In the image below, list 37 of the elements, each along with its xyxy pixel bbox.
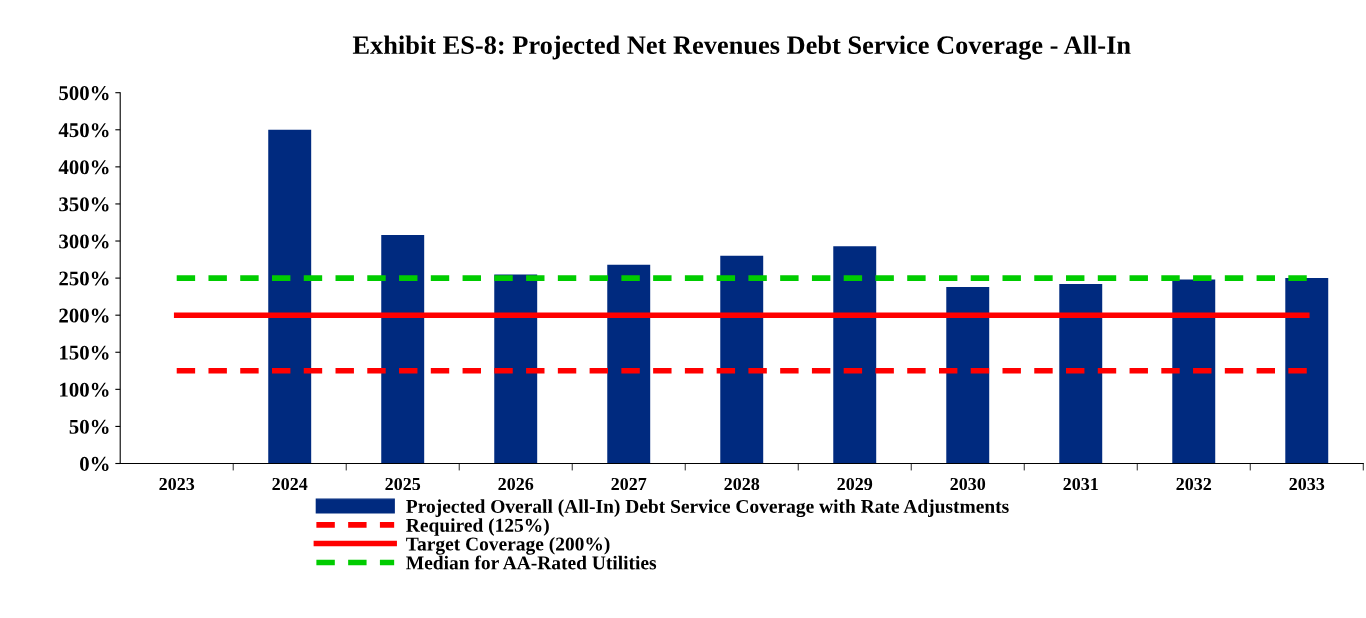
y-tick-label: 0%: [80, 456, 109, 471]
bar: [607, 264, 651, 464]
x-tick-label: 2029: [837, 477, 873, 491]
y-tick-label: 250%: [59, 271, 109, 286]
y-tick-label: 150%: [60, 345, 109, 360]
x-tick-label: 2030: [950, 477, 986, 491]
y-tick-label: 450%: [58, 123, 109, 138]
bar: [494, 274, 538, 464]
y-tick-label: 300%: [59, 234, 109, 249]
x-tick-label: 2031: [1063, 477, 1098, 491]
x-tick-label: 2028: [724, 477, 760, 491]
bar: [268, 129, 312, 464]
y-tick-label: 350%: [59, 197, 109, 212]
y-tick-label: 400%: [58, 160, 109, 175]
y-tick-label: 500%: [59, 86, 109, 101]
x-tick-label: 2023: [159, 477, 195, 491]
x-tick-label: 2032: [1176, 477, 1212, 491]
y-tick-label: 200%: [59, 308, 109, 323]
bar: [1285, 278, 1329, 464]
bar: [946, 287, 990, 464]
y-tick-label: 50%: [69, 419, 109, 434]
legend-label: Target Coverage (200%): [406, 536, 610, 555]
x-tick-label: 2025: [385, 477, 421, 491]
x-tick-label: 2024: [272, 477, 308, 491]
x-tick-label: 2033: [1289, 477, 1325, 491]
bar: [720, 255, 764, 464]
x-tick-label: 2026: [498, 477, 534, 491]
legend-label: Required (125%): [406, 518, 549, 536]
y-tick-label: 100%: [60, 382, 109, 397]
bar: [381, 235, 425, 464]
bar: [833, 246, 877, 464]
bar: [1059, 284, 1103, 464]
legend-label: Median for AA-Rated Utilities: [406, 555, 657, 570]
legend-label: Projected Overall (All-In) Debt Service Coverage with Rate Adjustments: [406, 499, 1009, 518]
bar: [1172, 279, 1216, 464]
x-tick-label: 2027: [611, 477, 647, 491]
chart-title: Exhibit ES-8: Projected Net Revenues Debt Service Coverage - All-In: [352, 35, 1131, 60]
